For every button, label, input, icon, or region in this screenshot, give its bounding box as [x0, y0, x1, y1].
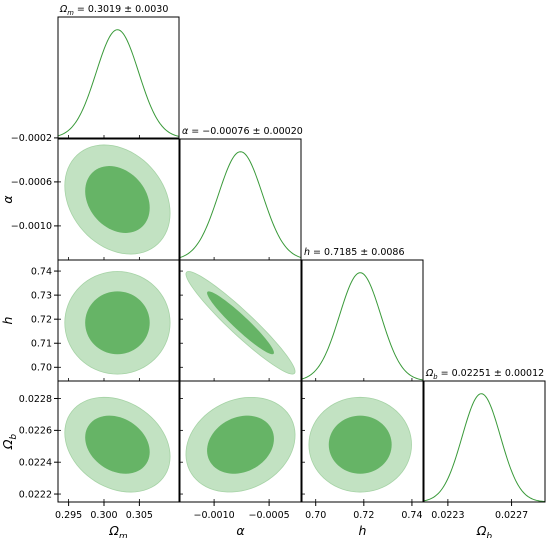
y-tick-label: −0.0010	[11, 221, 52, 232]
x-axis-label-h: h	[359, 523, 367, 538]
param-title-ob: Ωb = 0.02251 ± 0.00012	[425, 368, 544, 381]
marginal-curve	[301, 272, 424, 381]
marginal-alpha: α = −0.00076 ± 0.00020	[179, 126, 303, 259]
y-tick-label: 0.72	[31, 314, 52, 325]
y-tick-label: 0.71	[31, 339, 52, 350]
x-axis-label-ob: Ωb	[476, 523, 493, 538]
marginal-om: Ωm = 0.3019 ± 0.0030	[57, 4, 180, 137]
panel-om-alpha	[64, 144, 171, 255]
panel-frame	[57, 380, 180, 503]
x-tick-label: 0.72	[353, 510, 374, 521]
marginal-ob: Ωb = 0.02251 ± 0.00012	[423, 368, 546, 503]
x-tick-label: 0.305	[126, 510, 153, 521]
contour-68	[85, 166, 150, 233]
y-tick-label: 0.0228	[19, 394, 52, 405]
x-tick-label: 0.74	[401, 510, 422, 521]
y-tick-label: 0.70	[31, 363, 52, 374]
x-tick-label: 0.0223	[431, 510, 464, 521]
marginal-curve	[179, 151, 302, 259]
y-axis-label-ob: Ωb	[0, 434, 19, 451]
panel-alpha-h	[185, 271, 296, 375]
x-tick-label: 0.70	[305, 510, 326, 521]
marginal-curve	[423, 393, 546, 503]
contour-68	[207, 415, 274, 474]
contour-68	[85, 291, 150, 355]
panel-frame	[301, 259, 424, 382]
panel-frame	[179, 138, 302, 261]
panel-frame	[301, 380, 424, 503]
y-tick-label: 0.73	[31, 290, 52, 301]
y-tick-label: 0.0226	[19, 426, 52, 437]
panel-h-ob	[308, 396, 412, 493]
param-title-alpha: α = −0.00076 ± 0.00020	[182, 126, 303, 137]
x-tick-label: 0.295	[55, 510, 82, 521]
panel-om-ob	[64, 396, 171, 493]
y-tick-label: 0.74	[31, 266, 52, 277]
contour-68	[85, 415, 150, 474]
param-title-om: Ωm = 0.3019 ± 0.0030	[59, 4, 168, 17]
y-tick-label: −0.0002	[11, 133, 52, 144]
marginal-curve	[57, 29, 180, 137]
panel-frame	[179, 380, 302, 503]
x-tick-label: −0.0005	[248, 510, 289, 521]
x-tick-label: −0.0010	[193, 510, 234, 521]
y-tick-label: −0.0006	[11, 177, 52, 188]
panel-alpha-ob	[185, 396, 296, 493]
y-tick-label: 0.0224	[19, 457, 52, 468]
contour-68	[328, 415, 392, 474]
contour-68	[207, 291, 274, 355]
x-tick-label: 0.0227	[495, 510, 528, 521]
panel-om-h	[64, 271, 171, 375]
panel-frame	[57, 16, 180, 139]
panel-frame	[423, 380, 546, 503]
x-axis-label-alpha: α	[236, 523, 245, 538]
x-axis-label-om: Ωm	[108, 523, 128, 538]
y-axis-label-h: h	[0, 316, 15, 324]
y-tick-label: 0.0222	[19, 489, 52, 500]
x-tick-label: 0.300	[90, 510, 117, 521]
marginal-h: h = 0.7185 ± 0.0086	[301, 247, 424, 381]
y-axis-label-alpha: α	[0, 195, 15, 204]
param-title-h: h = 0.7185 ± 0.0086	[304, 247, 405, 258]
